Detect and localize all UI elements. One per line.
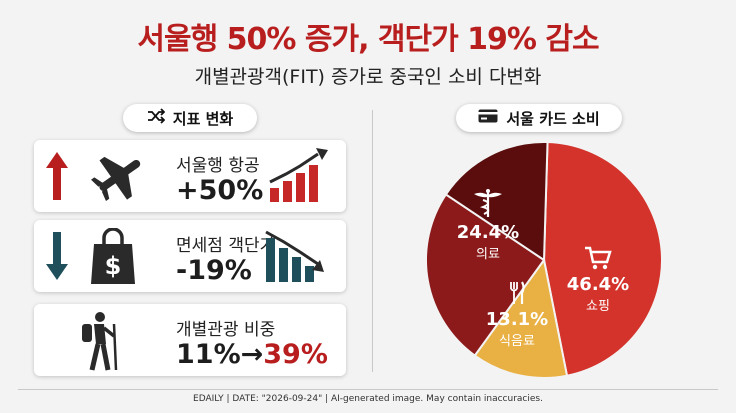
shopping-percent: 46.4% (566, 274, 630, 295)
shuffle-icon (147, 108, 166, 128)
indicator-header: 지표 변화 (123, 104, 257, 132)
page-subtitle: 개별관광객(FIT) 증가로 중국인 소비 다변화 (194, 66, 542, 88)
duty-free-value: -19% (176, 255, 252, 286)
indicator-header-label: 지표 변화 (172, 109, 234, 128)
pie-label-medical: 24.4% 의료 (448, 188, 528, 262)
travel-share-after: 39% (263, 339, 328, 370)
independent-travel-card: 개별관광 비중 11%→39% (34, 304, 346, 376)
shopping-cart-icon (558, 246, 638, 274)
duty-free-card: $ 면세점 객단가 -19% (34, 220, 346, 292)
pie-slice-3 (425, 193, 546, 357)
pie-slice-1 (542, 141, 663, 377)
rising-bar-chart-icon (266, 148, 332, 208)
pie-label-shopping: 46.4% 쇼핑 (558, 246, 638, 314)
medical-percent: 24.4% (456, 222, 520, 243)
duty-free-label: 면세점 객단가 (176, 236, 276, 256)
food-percent: 13.1% (485, 309, 549, 330)
caduceus-icon (448, 188, 528, 222)
travel-share-before: 11% (176, 339, 241, 370)
travel-share-arrow: → (240, 339, 264, 370)
pie-slice-4 (444, 141, 549, 262)
shopping-bag-dollar-icon: $ (88, 227, 138, 290)
airplane-icon (88, 148, 150, 208)
falling-bar-chart-icon (262, 228, 332, 288)
hiker-icon (74, 310, 124, 376)
card-spending-header-label: 서울 카드 소비 (506, 109, 600, 128)
page-title: 서울행 50% 증가, 객단가 19% 감소 (137, 22, 599, 57)
card-spending-header: 서울 카드 소비 (456, 104, 622, 132)
fork-knife-icon (482, 281, 552, 309)
pie-slice-2 (473, 257, 569, 379)
credit-card-icon (478, 109, 498, 127)
flight-label: 서울행 항공 (176, 156, 260, 176)
footer-divider (18, 389, 718, 390)
independent-travel-value: 11%→39% (176, 339, 328, 370)
flight-value: +50% (176, 175, 264, 206)
shopping-name: 쇼핑 (586, 299, 610, 314)
flight-card: 서울행 항공 +50% (34, 140, 346, 212)
independent-travel-label: 개별관광 비중 (176, 320, 276, 340)
svg-text:$: $ (105, 252, 122, 280)
up-arrow-icon (44, 150, 70, 206)
card-spending-pie-chart (425, 141, 663, 379)
panel-divider (372, 110, 373, 372)
footer-credit: EDAILY | DATE: "2026-09-24" | AI-generat… (193, 394, 543, 404)
down-arrow-icon (44, 230, 70, 286)
food-name: 식음료 (499, 334, 535, 349)
medical-name: 의료 (476, 247, 500, 262)
pie-label-food: 13.1% 식음료 (482, 281, 552, 349)
